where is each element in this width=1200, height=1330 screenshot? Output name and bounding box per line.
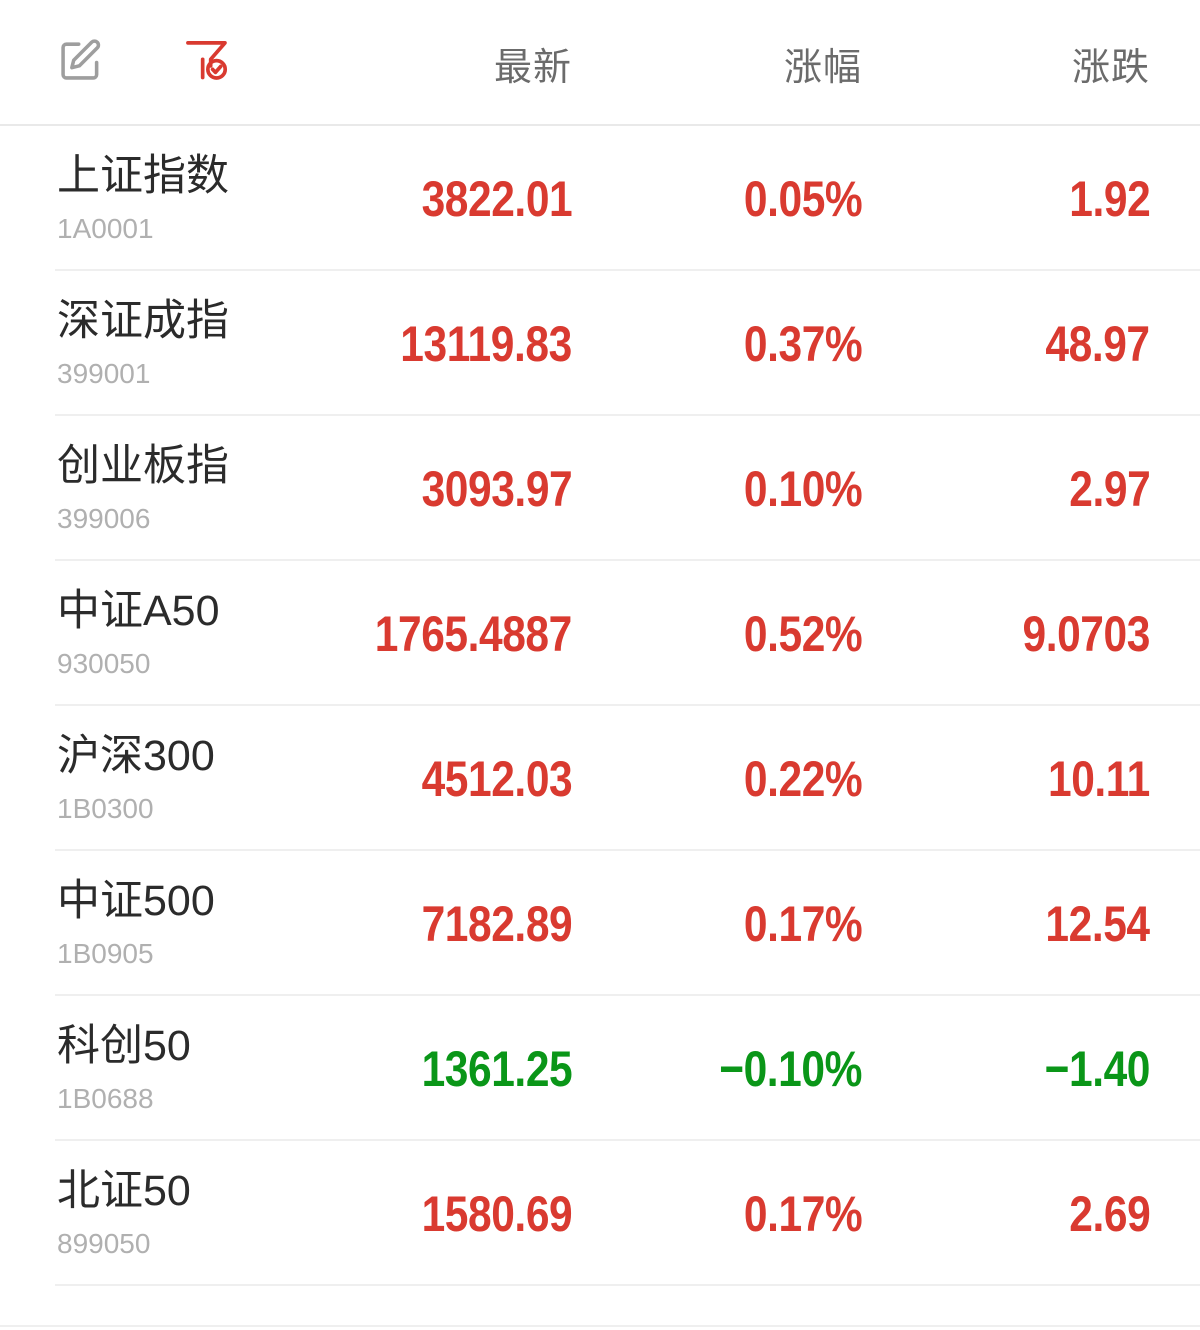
index-name: 上证指数	[57, 151, 229, 200]
index-price: 3822.01	[421, 170, 572, 227]
index-name: 中证A50	[57, 586, 220, 635]
index-identity: 北证50 899050	[57, 1166, 191, 1259]
index-point-change: 2.69	[1068, 1185, 1150, 1242]
index-percent-change: 0.10%	[743, 460, 863, 517]
index-identity: 创业板指 399006	[57, 441, 229, 534]
index-price: 1580.69	[421, 1185, 572, 1242]
table-row[interactable]: 沪深300 1B0300 4512.03 0.22% 10.11	[0, 706, 1200, 851]
quote-row-list: 上证指数 1A0001 3822.01 0.05% 1.92 深证成指 399001 1311…	[0, 126, 1200, 1286]
table-row[interactable]: 深证成指 399001 13119.83 0.37% 48.97	[0, 271, 1200, 416]
index-point-change: 9.0703	[1022, 605, 1151, 662]
column-header-price[interactable]: 最新	[493, 46, 572, 89]
index-point-change: −1.40	[1044, 1040, 1151, 1097]
column-header-percent[interactable]: 涨幅	[783, 46, 862, 89]
table-row[interactable]: 中证A50 930050 1765.4887 0.52% 9.0703	[0, 561, 1200, 706]
index-point-change: 1.92	[1068, 170, 1150, 227]
index-code: 399006	[57, 502, 151, 534]
index-price: 7182.89	[421, 895, 572, 952]
index-name: 中证500	[57, 876, 215, 925]
index-code: 930050	[57, 647, 151, 679]
index-price: 1765.4887	[374, 605, 573, 662]
index-name: 科创50	[57, 1021, 191, 1070]
index-identity: 中证500 1B0905	[57, 876, 215, 969]
index-price: 4512.03	[421, 750, 572, 807]
index-percent-change: 0.52%	[743, 605, 863, 662]
funnel-check-icon	[181, 34, 233, 91]
index-name: 沪深300	[57, 731, 215, 780]
edit-watchlist-button[interactable]	[50, 31, 112, 93]
index-name: 深证成指	[57, 296, 229, 345]
index-point-change: 12.54	[1045, 895, 1151, 952]
column-header-change[interactable]: 涨跌	[1071, 46, 1150, 89]
index-price: 1361.25	[421, 1040, 572, 1097]
quote-table-header: 最新 涨幅 涨跌	[0, 0, 1200, 126]
index-percent-change: −0.10%	[719, 1040, 862, 1097]
index-price: 13119.83	[400, 315, 572, 372]
index-code: 899050	[57, 1227, 151, 1259]
index-point-change: 10.11	[1048, 750, 1150, 807]
index-code: 1A0001	[57, 212, 154, 244]
bottom-divider	[0, 1325, 1200, 1327]
index-price: 3093.97	[421, 460, 572, 517]
index-percent-change: 0.05%	[743, 170, 863, 227]
table-row[interactable]: 科创50 1B0688 1361.25 −0.10% −1.40	[0, 996, 1200, 1141]
index-code: 1B0300	[57, 792, 154, 824]
index-percent-change: 0.17%	[743, 895, 863, 952]
edit-pencil-square-icon	[56, 35, 106, 90]
index-percent-change: 0.17%	[743, 1185, 863, 1242]
table-row[interactable]: 上证指数 1A0001 3822.01 0.05% 1.92	[0, 126, 1200, 271]
filter-button[interactable]	[176, 31, 238, 93]
index-percent-change: 0.37%	[743, 315, 863, 372]
index-name: 创业板指	[57, 441, 229, 490]
table-row[interactable]: 创业板指 399006 3093.97 0.10% 2.97	[0, 416, 1200, 561]
table-row[interactable]: 中证500 1B0905 7182.89 0.17% 12.54	[0, 851, 1200, 996]
index-point-change: 2.97	[1068, 460, 1150, 517]
index-identity: 科创50 1B0688	[57, 1021, 191, 1114]
table-row[interactable]: 北证50 899050 1580.69 0.17% 2.69	[0, 1141, 1200, 1286]
index-identity: 沪深300 1B0300	[57, 731, 215, 824]
index-identity: 上证指数 1A0001	[57, 151, 229, 244]
index-code: 1B0688	[57, 1082, 154, 1114]
index-identity: 中证A50 930050	[57, 586, 220, 679]
index-code: 399001	[57, 357, 151, 389]
index-code: 1B0905	[57, 937, 154, 969]
index-percent-change: 0.22%	[743, 750, 863, 807]
index-point-change: 48.97	[1045, 315, 1151, 372]
header-toolbar	[0, 31, 238, 93]
index-identity: 深证成指 399001	[57, 296, 229, 389]
index-name: 北证50	[57, 1166, 191, 1215]
